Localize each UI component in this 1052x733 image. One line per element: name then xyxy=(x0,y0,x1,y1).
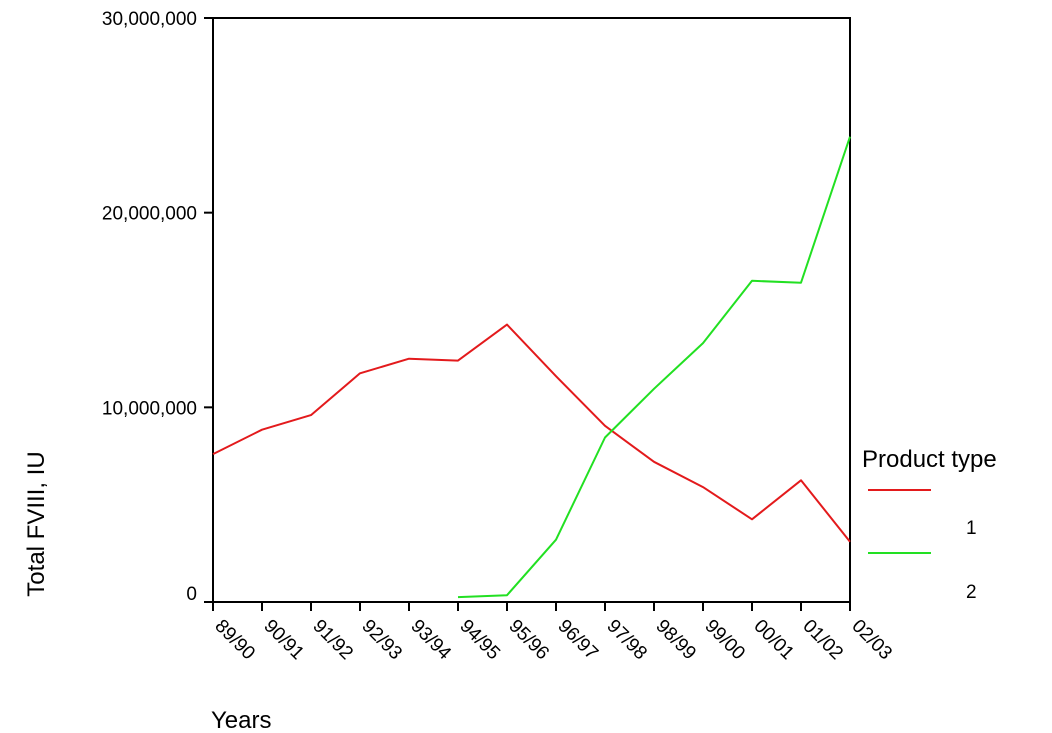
y-axis-title: Total FVIII, IU xyxy=(23,451,50,596)
plot-frame xyxy=(212,17,851,602)
y-tick-label: 10,000,000 xyxy=(102,398,197,419)
x-tick-label: 99/00 xyxy=(700,616,748,664)
x-tick-label: 92/93 xyxy=(357,616,405,664)
y-axis: 0 10,000,000 20,000,000 30,000,000 xyxy=(102,9,213,605)
series-line-1 xyxy=(212,323,851,543)
plot-border xyxy=(212,17,851,602)
x-tick-label: 94/95 xyxy=(455,616,503,664)
x-tick-label: 89/90 xyxy=(210,616,258,664)
x-tick-label: 93/94 xyxy=(406,616,455,665)
x-tick-label: 01/02 xyxy=(798,616,846,664)
x-tick-label: 95/96 xyxy=(504,616,552,664)
legend-title: Product type xyxy=(862,446,997,473)
x-axis: 89/90 90/91 91/92 92/93 93/94 94/95 95/96 96/97… xyxy=(210,601,896,665)
legend-label-1: 1 xyxy=(966,518,977,539)
y-tick-label: 20,000,000 xyxy=(102,204,197,225)
x-tick-label: 90/91 xyxy=(259,616,307,664)
x-axis-title: Years xyxy=(211,707,272,733)
x-tick-label: 91/92 xyxy=(308,616,356,664)
legend-label-2: 2 xyxy=(966,582,977,603)
x-tick-label: 00/01 xyxy=(749,616,797,664)
y-tick-label: 30,000,000 xyxy=(102,9,197,30)
x-tick-label: 96/97 xyxy=(553,616,601,664)
x-tick-label: 98/99 xyxy=(651,616,699,664)
y-tick-label: 0 xyxy=(186,584,197,605)
legend: Product type 1 2 xyxy=(862,446,997,603)
series-line-2 xyxy=(457,136,851,599)
x-tick-label: 97/98 xyxy=(602,616,650,664)
series-layer xyxy=(212,136,851,599)
x-tick-label: 02/03 xyxy=(847,616,895,664)
